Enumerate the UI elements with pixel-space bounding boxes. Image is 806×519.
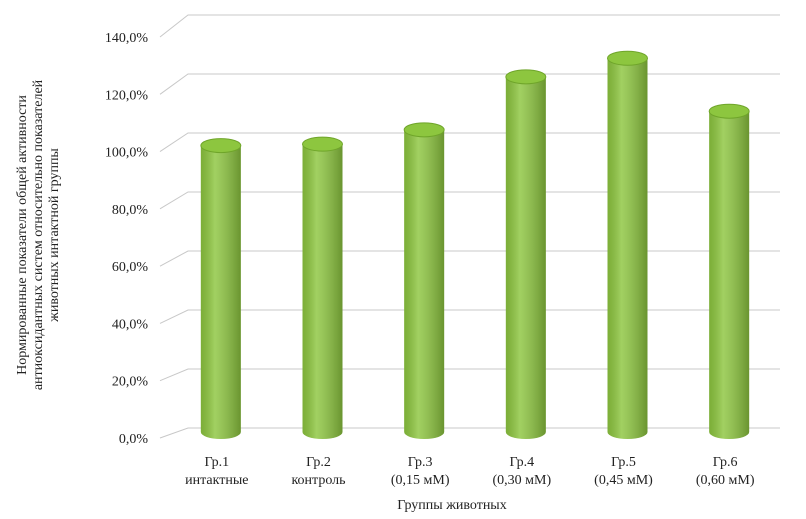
x-tick-label: Гр.2 bbox=[306, 455, 331, 470]
y-axis-title: Нормированные показатели общей активност… bbox=[15, 95, 30, 375]
cylinder-shade bbox=[302, 144, 343, 439]
y-tick-label: 20,0% bbox=[112, 375, 149, 390]
x-tick-label: (0,30 мМ) bbox=[493, 473, 552, 488]
x-tick-label: Гр.1 bbox=[204, 455, 229, 470]
grid-line bbox=[159, 250, 780, 267]
x-tick-label: Гр.3 bbox=[408, 455, 433, 470]
cylinder-shade bbox=[709, 111, 750, 439]
cylinder-shade bbox=[607, 58, 648, 439]
cylinder-shade bbox=[505, 76, 546, 439]
grid-line bbox=[159, 309, 780, 324]
x-tick-label: (0,45 мМ) bbox=[594, 473, 653, 488]
x-tick-label: Гр.6 bbox=[713, 455, 738, 470]
bar bbox=[505, 69, 547, 439]
x-tick-label: контроль bbox=[291, 473, 345, 488]
y-tick-label: 100,0% bbox=[105, 146, 149, 161]
x-tick-label: интактные bbox=[185, 473, 248, 488]
y-tick-label: 40,0% bbox=[112, 317, 149, 332]
cylinder-shade bbox=[200, 145, 241, 440]
y-tick-label: 80,0% bbox=[112, 203, 149, 218]
cylinder-top bbox=[403, 122, 445, 138]
y-tick-label: 0,0% bbox=[119, 432, 149, 447]
y-axis-title: антиоксидантных систем относительно пока… bbox=[31, 79, 46, 390]
bar bbox=[302, 136, 343, 439]
y-tick-label: 120,0% bbox=[105, 88, 149, 103]
y-tick-label: 60,0% bbox=[112, 260, 149, 275]
x-tick-label: (0,60 мМ) bbox=[696, 473, 755, 488]
grid-line bbox=[159, 368, 780, 382]
cylinder-top bbox=[200, 138, 242, 154]
cylinder-top bbox=[302, 136, 343, 152]
x-tick-label: Гр.4 bbox=[509, 455, 534, 470]
grid-line bbox=[159, 73, 780, 95]
x-tick-label: Гр.5 bbox=[611, 455, 636, 470]
y-tick-label: 140,0% bbox=[105, 31, 149, 46]
bar bbox=[403, 122, 445, 439]
cylinder-top bbox=[505, 69, 547, 85]
grid-line bbox=[159, 427, 780, 439]
cylinder-top bbox=[708, 103, 750, 119]
bar bbox=[607, 50, 648, 439]
bar bbox=[200, 138, 242, 440]
cylinder-shade bbox=[404, 129, 445, 439]
grid-line bbox=[159, 191, 780, 210]
x-axis-title: Группы животных bbox=[397, 498, 506, 513]
x-tick-label: (0,15 мМ) bbox=[391, 473, 450, 488]
bar bbox=[708, 103, 750, 439]
grid-line bbox=[159, 14, 780, 38]
y-axis-title: животных интактной группы bbox=[47, 148, 62, 323]
cylinder-top bbox=[607, 50, 648, 66]
grid-line bbox=[159, 132, 780, 152]
